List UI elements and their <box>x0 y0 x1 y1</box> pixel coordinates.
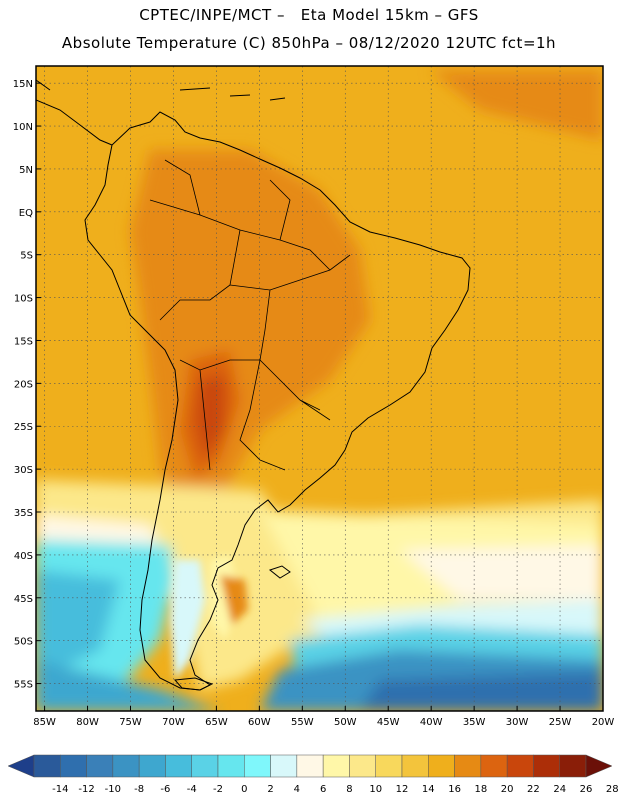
graticule <box>36 66 603 711</box>
longitude-labels: 85W 80W 75W 70W 65W 60W 55W 50W 45W 40W 35W 30W 25W 2… <box>33 706 614 728</box>
lon-label: 25W <box>549 717 572 728</box>
colorbar-box <box>244 754 271 778</box>
colorbar-label: 26 <box>580 784 593 795</box>
colorbar-label: 28 <box>606 784 618 795</box>
lon-label: 45W <box>377 717 400 728</box>
central-america <box>36 79 113 146</box>
map-title-line1: CPTEC/INPE/MCT – Eta Model 15km – GFS <box>139 6 479 24</box>
lat-label: 55S <box>14 680 33 691</box>
lat-label: 10S <box>14 294 33 305</box>
south-america-coastline <box>84 111 471 691</box>
lon-label: 65W <box>205 717 228 728</box>
colorbar-label: -4 <box>187 784 197 795</box>
map-title-line2: Absolute Temperature (C) 850hPa – 08/12/… <box>61 34 557 52</box>
colorbar-label: 6 <box>320 784 326 795</box>
latitude-labels: 15N 10N 5N EQ 5S 10S 15S 20S 25S 30S 35S 40S 45S 50S 5… <box>13 79 41 691</box>
colorbar-box <box>86 754 114 778</box>
tierra-del-fuego <box>173 677 214 691</box>
colorbar-box <box>506 754 534 778</box>
lat-label: 15S <box>14 336 33 347</box>
colorbar-label: 10 <box>369 784 382 795</box>
colorbar-box <box>480 754 508 778</box>
colorbar-box <box>428 754 455 778</box>
colorbar-label: 4 <box>294 784 300 795</box>
lat-label: 20S <box>14 379 33 390</box>
lat-label: 5S <box>20 251 33 262</box>
colorbar-label: -10 <box>105 784 121 795</box>
lon-label: 40W <box>420 717 443 728</box>
colorbar-box <box>33 754 61 778</box>
colorbar-box <box>533 754 560 778</box>
colorbar-box <box>349 754 376 778</box>
colorbar-box <box>165 754 192 778</box>
lon-label: 55W <box>291 717 314 728</box>
lon-label: 35W <box>463 717 486 728</box>
colorbar-label: 16 <box>448 784 461 795</box>
colorbar-box <box>401 754 429 778</box>
temperature-field <box>36 66 603 711</box>
colorbar-box <box>296 754 324 778</box>
colorbar-label: 8 <box>346 784 352 795</box>
lat-label: 30S <box>14 465 33 476</box>
falklands <box>268 565 291 579</box>
colorbar-label: -2 <box>213 784 223 795</box>
colorbar-box <box>191 754 219 778</box>
lat-label: 10N <box>13 122 33 133</box>
lat-label: 5N <box>19 165 33 176</box>
colorbar-label: 0 <box>241 784 247 795</box>
lat-label: 15N <box>13 79 33 90</box>
lon-label: 30W <box>506 717 529 728</box>
lon-label: 20W <box>592 717 615 728</box>
colorbar-box <box>217 754 245 778</box>
colorbar-box <box>454 754 482 778</box>
colorbar-label: -14 <box>52 784 68 795</box>
colorbar-box <box>270 754 298 778</box>
lon-label: 70W <box>162 717 185 728</box>
colorbar-box <box>375 754 403 778</box>
lon-label: 75W <box>119 717 142 728</box>
lat-label: 45S <box>14 594 33 605</box>
lon-label: 80W <box>76 717 99 728</box>
colorbar-box <box>322 754 350 778</box>
lon-label: 85W <box>33 717 56 728</box>
lat-label: 50S <box>14 637 33 648</box>
colorbar-label: 24 <box>553 784 566 795</box>
colorbar-label: 2 <box>267 784 273 795</box>
lat-label: EQ <box>19 208 33 219</box>
lat-label: 25S <box>14 422 33 433</box>
colorbar-box <box>60 754 87 778</box>
colorbar-label: 20 <box>501 784 514 795</box>
caribbean-islands <box>179 87 286 101</box>
colorbar-box <box>559 754 587 778</box>
colorbar-box <box>112 754 140 778</box>
country-borders <box>149 159 351 471</box>
colorbar-box <box>138 754 166 778</box>
colorbar-low-arrow <box>7 754 35 778</box>
colorbar-label: -8 <box>134 784 144 795</box>
colorbar-label: 18 <box>474 784 487 795</box>
colorbar-label: 14 <box>422 784 435 795</box>
colorbar-high-arrow <box>585 754 613 778</box>
coastlines <box>36 79 471 691</box>
colorbar-label: 22 <box>527 784 540 795</box>
colorbar: -14 -12 -10 -8 -6 -4 -2 0 2 4 6 8 10 12 14 16 18 20 22 24 26… <box>7 754 618 795</box>
lon-label: 50W <box>334 717 357 728</box>
lon-label: 60W <box>248 717 271 728</box>
lat-label: 35S <box>14 508 33 519</box>
lat-label: 40S <box>14 551 33 562</box>
colorbar-label: -12 <box>78 784 94 795</box>
colorbar-label: 12 <box>396 784 409 795</box>
colorbar-label: -6 <box>160 784 170 795</box>
map-frame <box>35 65 604 712</box>
